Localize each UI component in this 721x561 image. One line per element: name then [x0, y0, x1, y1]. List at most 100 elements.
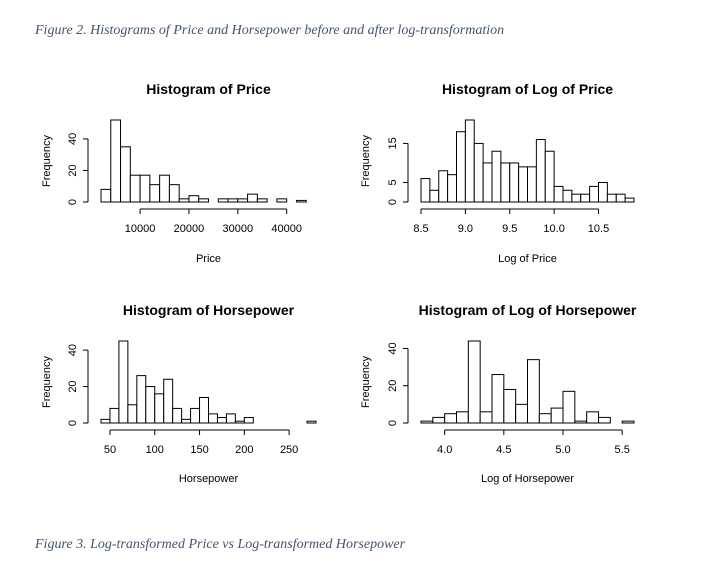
histogram-bar	[110, 119, 122, 203]
histogram-bar	[159, 174, 170, 203]
histogram-bar	[420, 178, 431, 203]
histogram-bar	[535, 139, 546, 203]
x-tick-label: 10000	[125, 223, 156, 235]
histogram-bar	[276, 198, 288, 203]
histogram-bar	[553, 185, 564, 203]
histogram-bar	[456, 411, 469, 424]
histogram-bar	[586, 411, 600, 424]
histogram-bar	[438, 170, 449, 203]
y-tick-label: 15	[387, 137, 399, 149]
figure-3-caption: Figure 3. Log-transformed Price vs Log-t…	[35, 537, 406, 552]
x-tick-label: 5.5	[615, 444, 630, 456]
y-tick-label: 0	[387, 199, 399, 205]
histogram-bar	[491, 374, 505, 424]
x-tick-label: 10.5	[588, 223, 609, 235]
histogram-bar	[163, 378, 174, 424]
histogram-bar	[181, 418, 192, 424]
x-tick-label: 5.0	[555, 444, 570, 456]
histogram-bar	[515, 403, 529, 424]
histogram-bar	[464, 119, 475, 203]
y-axis-label: Frequency	[360, 356, 372, 408]
histogram-bar	[237, 198, 249, 203]
histogram-bar	[624, 197, 635, 203]
x-axis-label: Price	[196, 253, 221, 265]
histogram-bar	[509, 162, 520, 203]
y-tick-label: 40	[67, 344, 79, 356]
histogram-bar	[447, 174, 457, 203]
histogram-bar	[562, 189, 573, 203]
histogram-bar	[227, 198, 239, 203]
x-axis-label: Horsepower	[179, 473, 239, 485]
x-tick-label: 100	[146, 444, 164, 456]
x-tick-label: 150	[190, 444, 208, 456]
x-tick-label: 50	[104, 444, 116, 456]
x-tick-label: 9.5	[502, 223, 517, 235]
histogram-bar	[538, 413, 552, 424]
histogram-bar	[479, 411, 493, 424]
y-axis-label: Frequency	[360, 135, 372, 187]
histogram-bar	[208, 413, 218, 424]
x-tick-label: 250	[280, 444, 298, 456]
histogram-bar	[100, 188, 112, 203]
histogram-bar	[580, 193, 591, 203]
y-axis-label: Frequency	[41, 356, 53, 408]
histogram-bar	[482, 162, 493, 203]
x-tick-label: 30000	[223, 223, 254, 235]
histogram-bar	[615, 193, 626, 203]
histogram-bar	[178, 198, 190, 203]
histogram-bar	[256, 198, 268, 203]
histogram-bar	[598, 181, 608, 203]
histogram-bar	[606, 193, 617, 203]
histogram-bar	[571, 193, 582, 203]
histogram-bar	[145, 386, 156, 424]
histogram-bar	[139, 174, 151, 203]
histogram-bar	[295, 199, 307, 203]
histogram-bar	[500, 162, 511, 203]
x-axis-label: Log of Price	[498, 253, 557, 265]
chart-title: Histogram of Price	[146, 81, 271, 97]
histogram-bar	[172, 407, 183, 424]
x-tick-label: 8.5	[413, 223, 428, 235]
histogram-bar	[247, 193, 258, 203]
histogram-bar	[589, 185, 599, 203]
x-tick-label: 40000	[271, 223, 302, 235]
histogram-bar	[154, 393, 165, 424]
histogram-bar	[473, 142, 484, 203]
figure-2-caption: Figure 2. Histograms of Price and Horsep…	[35, 23, 505, 38]
histogram-bar	[199, 396, 210, 424]
histogram-bar	[574, 420, 588, 424]
x-tick-label: 20000	[174, 223, 205, 235]
histogram-bar	[429, 189, 440, 203]
histogram-bar	[456, 131, 466, 203]
histogram-bar	[190, 407, 201, 424]
histogram-bar	[503, 388, 517, 424]
histogram-bar	[216, 417, 227, 424]
y-tick-label: 20	[387, 380, 399, 392]
histogram-bar	[100, 418, 111, 424]
histogram-bar	[198, 198, 210, 203]
chart-title: Histogram of Log of Price	[442, 81, 613, 97]
y-tick-label: 0	[67, 199, 79, 205]
histogram-bar	[491, 150, 502, 203]
histogram-bar	[243, 417, 254, 424]
chart-title: Histogram of Log of Horsepower	[419, 302, 637, 318]
x-tick-label: 9.0	[458, 223, 473, 235]
histogram-bar	[527, 359, 540, 424]
x-axis-label: Log of Horsepower	[481, 473, 574, 485]
histogram-bar	[544, 150, 555, 203]
histogram-bar	[118, 340, 129, 424]
x-tick-label: 200	[235, 444, 253, 456]
histogram-bar	[518, 166, 528, 203]
histogram-bar	[527, 166, 537, 203]
histogram-bar	[120, 146, 131, 203]
histogram-bar	[467, 340, 481, 424]
histogram-bar	[225, 413, 236, 424]
histogram-bar	[420, 420, 434, 424]
y-tick-label: 0	[67, 420, 79, 426]
y-tick-label: 40	[387, 342, 399, 354]
histogram-bar	[562, 390, 576, 424]
histogram-bar	[621, 420, 635, 424]
histogram-bar	[149, 184, 161, 203]
histogram-bar	[136, 375, 147, 424]
